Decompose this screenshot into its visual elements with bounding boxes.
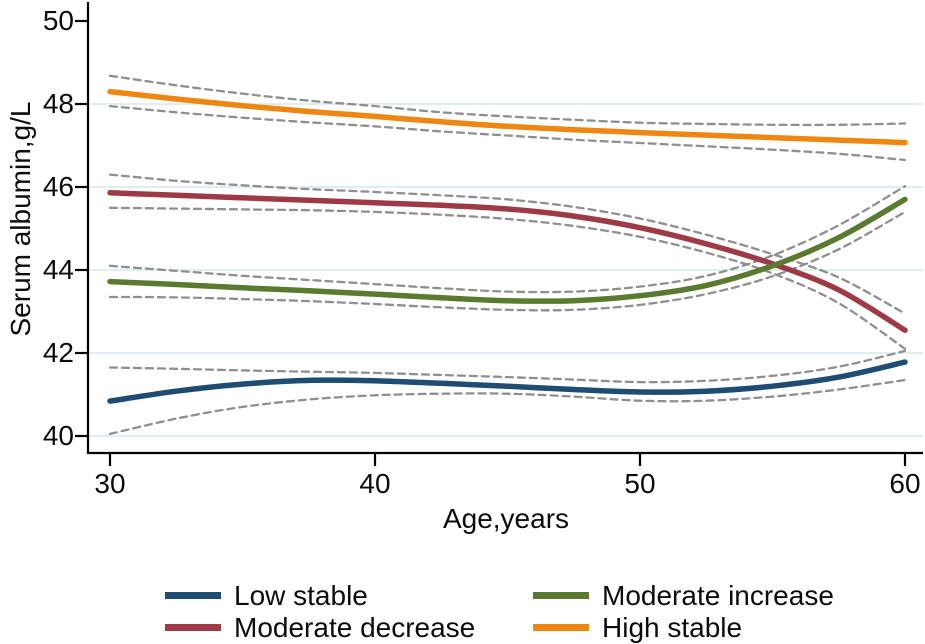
x-tick-label-60: 60 bbox=[889, 468, 921, 499]
legend-item-moderate-decrease: Moderate decrease bbox=[165, 611, 475, 644]
y-tick-label-42: 42 bbox=[42, 337, 74, 368]
legend-swatch-moderate-decrease bbox=[165, 624, 221, 631]
y-tick-label-40: 40 bbox=[42, 420, 74, 451]
x-tick-label-40: 40 bbox=[359, 468, 391, 499]
y-tick-label-48: 48 bbox=[42, 88, 74, 119]
legend-swatch-moderate-increase bbox=[533, 592, 589, 599]
legend-item-low-stable: Low stable bbox=[165, 579, 368, 612]
y-tick-label-44: 44 bbox=[42, 254, 74, 285]
ci-upper-moderate-decrease bbox=[108, 173, 907, 315]
legend-swatch-low-stable bbox=[165, 592, 221, 599]
series-line-high-stable bbox=[107, 88, 908, 146]
legend-label-moderate-decrease: Moderate decrease bbox=[234, 611, 476, 643]
x-tick-label-50: 50 bbox=[624, 468, 656, 499]
ci-lower-moderate-decrease bbox=[108, 206, 907, 350]
y-axis-title: Serum albumin,g/L bbox=[5, 101, 36, 337]
series-line-moderate-increase bbox=[107, 196, 908, 304]
series-line-low-stable bbox=[107, 359, 908, 404]
y-tick-label-50: 50 bbox=[42, 5, 74, 36]
ci-upper-moderate-increase bbox=[108, 185, 907, 294]
ci-lower-high-stable bbox=[108, 104, 907, 162]
series-lines bbox=[107, 88, 908, 404]
axes bbox=[75, 2, 923, 466]
ci-upper-low-stable bbox=[108, 349, 907, 384]
ci-lower-moderate-increase bbox=[108, 210, 907, 312]
legend-item-high-stable: High stable bbox=[533, 611, 742, 644]
x-tick-label-30: 30 bbox=[94, 468, 126, 499]
legend-label-low-stable: Low stable bbox=[234, 579, 368, 611]
legend-label-high-stable: High stable bbox=[602, 611, 743, 643]
ci-upper-high-stable bbox=[108, 74, 907, 127]
ci-lower-low-stable bbox=[108, 378, 907, 436]
confidence-bands bbox=[108, 74, 907, 436]
legend-swatch-high-stable bbox=[533, 624, 589, 631]
x-axis-title: Age,years bbox=[442, 503, 570, 534]
legend-item-moderate-increase: Moderate increase bbox=[533, 579, 834, 612]
legend-label-moderate-increase: Moderate increase bbox=[602, 579, 834, 611]
y-tick-label-46: 46 bbox=[42, 171, 74, 202]
